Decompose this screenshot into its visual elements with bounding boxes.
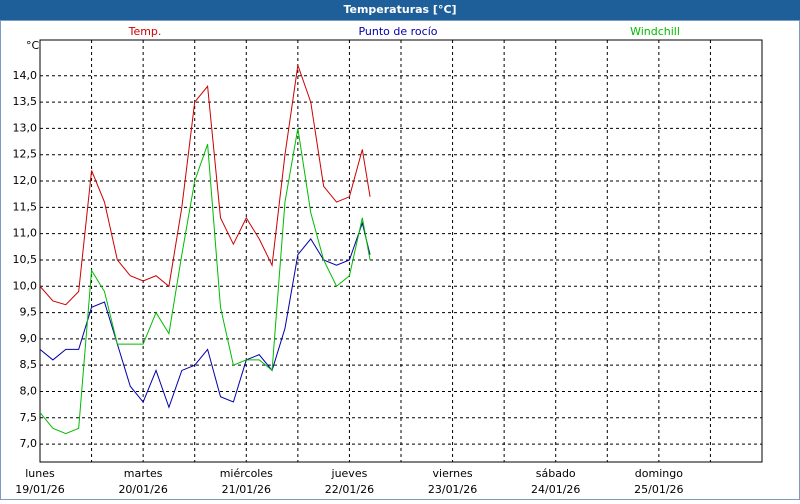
- y-tick-label: 7,5: [20, 411, 38, 424]
- legend-entry: Temp.: [128, 25, 162, 38]
- x-tick-label: jueves: [331, 467, 368, 480]
- x-tick-label: miércoles: [220, 467, 273, 480]
- series-line: [39, 65, 371, 306]
- x-tick-label: 24/01/26: [531, 483, 580, 496]
- y-tick-label: 8,5: [20, 358, 38, 371]
- x-tick-label: 23/01/26: [428, 483, 477, 496]
- y-tick-label: 14,0: [13, 69, 38, 82]
- y-axis-label: °C: [26, 39, 40, 52]
- legend-entry: Windchill: [630, 25, 680, 38]
- y-tick-label: 10,5: [13, 253, 38, 266]
- x-tick-label: lunes: [25, 467, 55, 480]
- y-tick-label: 12,0: [13, 174, 38, 187]
- x-tick-label: 21/01/26: [222, 483, 271, 496]
- x-tick-label: viernes: [433, 467, 473, 480]
- y-tick-label: 8,0: [20, 384, 38, 397]
- y-tick-label: 9,0: [20, 332, 38, 345]
- legend-entry: Punto de rocío: [358, 25, 437, 38]
- series-line: [39, 128, 371, 435]
- y-tick-label: 12,5: [13, 148, 38, 161]
- y-tick-label: 10,0: [13, 279, 38, 292]
- y-tick-label: 11,0: [13, 227, 38, 240]
- y-tick-label: 13,5: [13, 95, 38, 108]
- y-tick-label: 11,5: [13, 200, 38, 213]
- title-bar: [0, 0, 800, 20]
- y-tick-label: 7,0: [20, 437, 38, 450]
- chart-title: Temperaturas [°C]: [343, 3, 456, 16]
- x-tick-label: sábado: [536, 467, 576, 480]
- x-tick-label: 22/01/26: [325, 483, 374, 496]
- x-tick-label: 20/01/26: [118, 483, 167, 496]
- y-tick-label: 9,5: [20, 306, 38, 319]
- x-tick-label: 19/01/26: [15, 483, 64, 496]
- series-line: [39, 221, 371, 409]
- y-tick-label: 13,0: [13, 121, 38, 134]
- x-tick-label: martes: [124, 467, 163, 480]
- x-tick-label: 25/01/26: [634, 483, 683, 496]
- plot-border: [39, 39, 763, 463]
- x-tick-label: domingo: [635, 467, 683, 480]
